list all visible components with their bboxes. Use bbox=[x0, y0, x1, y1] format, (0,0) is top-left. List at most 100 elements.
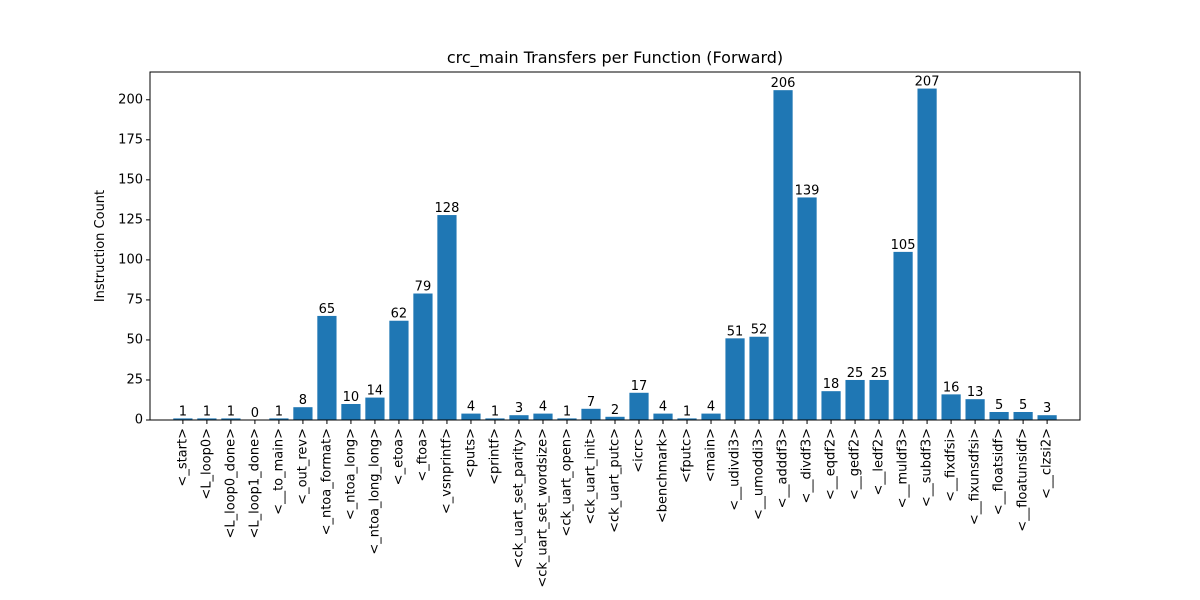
bar bbox=[293, 407, 313, 420]
bar-value-label: 1 bbox=[491, 404, 499, 419]
x-tick-label: <ck_uart_set_parity> bbox=[511, 428, 526, 568]
bar bbox=[389, 320, 409, 420]
y-tick-label: 200 bbox=[118, 92, 143, 107]
x-tick-label: <_ntoa_long_long> bbox=[367, 428, 382, 555]
bar bbox=[461, 413, 481, 420]
x-tick-label: <_vsnprintf> bbox=[439, 428, 454, 514]
bar-value-label: 4 bbox=[539, 400, 547, 415]
bar-value-label: 3 bbox=[1043, 401, 1051, 416]
x-tick-label: <__subdf3> bbox=[920, 428, 935, 507]
bar-value-label: 128 bbox=[435, 201, 460, 216]
y-tick-label: 175 bbox=[118, 132, 143, 147]
bar bbox=[701, 413, 721, 420]
bar bbox=[965, 399, 985, 420]
bar-value-label: 79 bbox=[415, 280, 432, 295]
bar-value-label: 25 bbox=[847, 366, 864, 381]
x-tick-label: <printf> bbox=[487, 428, 502, 485]
bar bbox=[941, 394, 961, 420]
y-tick-label: 125 bbox=[118, 212, 143, 227]
bar-value-label: 105 bbox=[891, 238, 916, 253]
x-axis: <_start> <L_loop0> <L_loop0_done> <L_loop1_… bbox=[175, 420, 1055, 588]
x-tick-label: <_out_rev> bbox=[295, 428, 310, 505]
bar bbox=[821, 391, 841, 420]
bar bbox=[917, 88, 937, 421]
bar bbox=[221, 418, 241, 420]
bar-value-label: 51 bbox=[727, 324, 744, 339]
bar bbox=[845, 379, 865, 420]
x-tick-label: <__eqdf2> bbox=[824, 428, 839, 500]
bar-value-label: 17 bbox=[631, 379, 648, 394]
bar bbox=[869, 379, 889, 420]
y-tick-label: 25 bbox=[126, 372, 143, 387]
x-tick-label: <_etoa> bbox=[391, 428, 406, 485]
bar bbox=[509, 415, 529, 420]
bar-value-label: 1 bbox=[683, 404, 691, 419]
bar bbox=[629, 392, 649, 420]
bar bbox=[557, 418, 577, 420]
bar bbox=[413, 293, 433, 420]
x-tick-label: <puts> bbox=[463, 428, 478, 478]
x-tick-label: <__fixdfsi> bbox=[944, 428, 959, 502]
bar bbox=[317, 315, 337, 420]
bar-value-label: 1 bbox=[563, 404, 571, 419]
y-tick-label: 100 bbox=[118, 252, 143, 267]
bar-value-label: 14 bbox=[367, 384, 384, 399]
bar bbox=[269, 418, 289, 420]
x-tick-label: <__floatunsidf> bbox=[1016, 428, 1031, 532]
bar-value-label: 206 bbox=[771, 76, 796, 91]
x-tick-label: <__fixunsdfsi> bbox=[968, 428, 983, 525]
bar-value-label: 5 bbox=[1019, 398, 1027, 413]
bar-value-label: 139 bbox=[795, 183, 820, 198]
bar-value-label: 8 bbox=[299, 393, 307, 408]
bar bbox=[197, 418, 217, 420]
x-tick-label: <_ntoa_long> bbox=[343, 428, 358, 520]
bar bbox=[725, 338, 745, 420]
bar-value-label: 207 bbox=[915, 75, 940, 90]
bar bbox=[677, 418, 697, 420]
bars-group bbox=[173, 88, 1057, 421]
x-tick-label: <__adddf3> bbox=[776, 428, 791, 508]
bar-value-label: 3 bbox=[515, 401, 523, 416]
x-tick-label: <_ftoa> bbox=[415, 428, 430, 482]
plot-frame bbox=[149, 71, 1081, 421]
y-axis: 0 25 50 75 100 125 150 175 200 bbox=[118, 92, 150, 428]
x-tick-label: <ck_uart_putc> bbox=[608, 428, 623, 533]
bar bbox=[533, 413, 553, 420]
bar-value-label: 62 bbox=[391, 307, 408, 322]
x-tick-label: <main> bbox=[704, 428, 719, 482]
bar-value-label: 4 bbox=[707, 400, 715, 415]
bar bbox=[341, 403, 361, 420]
bar bbox=[797, 197, 817, 420]
chart-title: crc_main Transfers per Function (Forward… bbox=[447, 48, 783, 68]
x-tick-label: <_start> bbox=[175, 428, 190, 487]
x-tick-label: <ck_uart_set_wordsize> bbox=[535, 428, 550, 588]
x-tick-label: <__floatsidf> bbox=[992, 428, 1007, 515]
y-tick-label: 75 bbox=[126, 292, 143, 307]
bar bbox=[173, 418, 193, 420]
x-tick-label: <__clzsi2> bbox=[1040, 428, 1055, 499]
x-tick-label: <ck_uart_open> bbox=[559, 428, 574, 537]
bar-value-label: 2 bbox=[611, 403, 619, 418]
bar-value-label: 5 bbox=[995, 398, 1003, 413]
bar bbox=[485, 418, 505, 420]
bar bbox=[749, 336, 769, 420]
x-tick-label: <benchmark> bbox=[656, 428, 671, 523]
bar bbox=[437, 215, 457, 420]
x-tick-label: <icrc> bbox=[632, 428, 647, 473]
bar bbox=[653, 413, 673, 420]
x-tick-label: <__umoddi3> bbox=[752, 428, 767, 520]
bar bbox=[1013, 411, 1033, 420]
bar-value-label: 1 bbox=[227, 404, 235, 419]
bar-value-label: 18 bbox=[823, 377, 840, 392]
x-tick-label: <__muldf3> bbox=[896, 428, 911, 508]
bar-value-label: 65 bbox=[319, 302, 336, 317]
bar bbox=[581, 408, 601, 420]
bar-value-label: 25 bbox=[871, 366, 888, 381]
x-tick-label: <fputc> bbox=[680, 428, 695, 483]
bar bbox=[365, 397, 385, 420]
bar-value-label: 1 bbox=[203, 404, 211, 419]
x-tick-label: <_ntoa_format> bbox=[319, 428, 334, 535]
x-tick-label: <__to_main> bbox=[271, 428, 286, 515]
